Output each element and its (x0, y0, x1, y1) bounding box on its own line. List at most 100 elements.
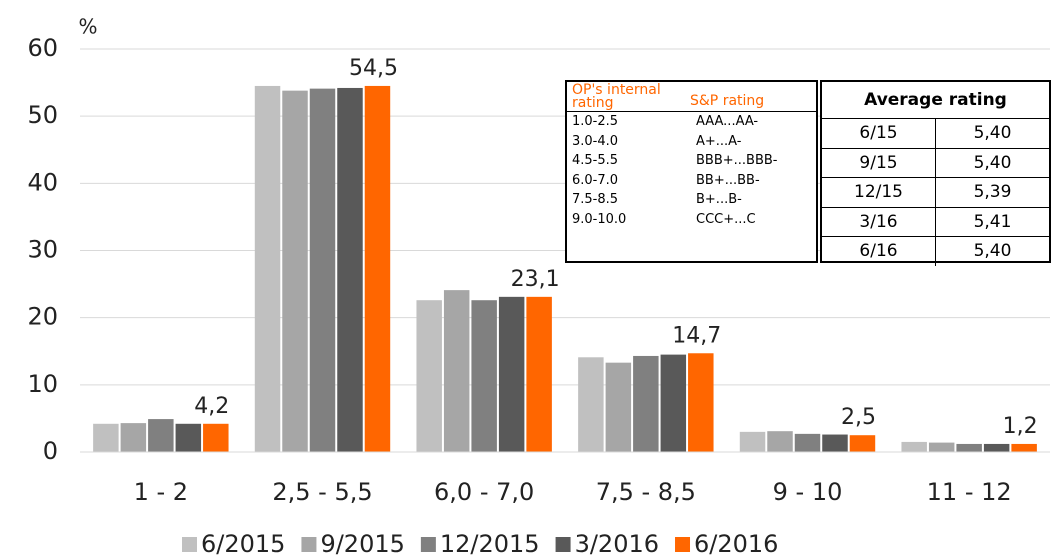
bar (688, 353, 714, 452)
legend-swatch (675, 537, 691, 552)
bar (526, 296, 552, 452)
bar (983, 443, 1010, 452)
table-cell: 1.0-2.5 (572, 114, 619, 130)
rating-scale-table: OP's internal rating S&P rating 1.0-2.5 AAA… (565, 80, 818, 263)
table-cell: 9/15 (822, 148, 936, 178)
y-axis-label: % (78, 15, 97, 39)
table-cell: 5,40 (973, 241, 1012, 262)
x-tick-label: 2,5 - 5,5 (272, 478, 372, 506)
table-row: 3/16 5,41 (822, 207, 1049, 238)
legend-swatch (420, 537, 436, 552)
legend-label: 6/2016 (694, 530, 778, 557)
y-tick-label: 30 (27, 236, 58, 264)
y-tick-label: 50 (27, 101, 58, 129)
x-tick-label: 6,0 - 7,0 (434, 478, 534, 506)
legend-label: 3/2016 (575, 530, 659, 557)
table-row: 7.5-8.5 B+...B- (567, 190, 816, 210)
data-label: 54,5 (349, 56, 398, 81)
bar (337, 87, 363, 452)
bar (901, 441, 927, 452)
x-tick-label: 7,5 - 8,5 (596, 478, 696, 506)
bar (822, 434, 848, 452)
table-cell: B+...B- (696, 192, 742, 208)
table-row: 6/16 5,40 (822, 237, 1049, 266)
y-tick-label: 40 (27, 168, 58, 196)
bar (120, 423, 147, 452)
bar (93, 423, 119, 452)
bar (605, 362, 632, 452)
table-cell: 7.5-8.5 (572, 192, 619, 208)
x-tick-label: 1 - 2 (134, 478, 188, 506)
bar (416, 300, 442, 452)
bar (364, 85, 391, 453)
table-cell: 9.0-10.0 (572, 211, 627, 227)
x-tick-label: 9 - 10 (773, 478, 843, 506)
table-cell: BBB+...BBB- (696, 153, 778, 169)
average-rating-table: Average rating 6/15 5,40 9/15 5,40 12/15 5,39 3… (820, 80, 1051, 266)
y-tick-label: 20 (27, 303, 58, 331)
y-tick-label: 10 (27, 370, 58, 398)
bar (633, 355, 659, 452)
table-row: 9/15 5,40 (822, 148, 1049, 179)
data-label: 1,2 (1003, 414, 1038, 439)
x-tick-label: 11 - 12 (927, 478, 1012, 506)
bar (1011, 443, 1037, 452)
table-cell: 6/15 (822, 119, 936, 148)
table-row: 9.0-10.0 CCC+...C (567, 210, 816, 230)
table-row: 3.0-4.0 A+...A- (567, 132, 816, 152)
table-cell: 5,41 (973, 211, 1012, 232)
bar (309, 88, 336, 453)
table-cell: 3.0-4.0 (572, 133, 619, 149)
table-row: 6/15 5,40 (822, 119, 1049, 149)
legend-label: 6/2015 (201, 530, 285, 557)
table-title: Average rating (822, 82, 1049, 119)
header-cell: OP's internal rating (572, 82, 661, 111)
y-tick-label: 0 (43, 437, 58, 465)
legend-label: 9/2015 (320, 530, 404, 557)
table-cell: 5,40 (973, 152, 1012, 173)
legend-swatch (182, 537, 197, 552)
legend-label: 12/2015 (440, 530, 540, 557)
bar (660, 354, 687, 452)
table-row: 4.5-5.5 BBB+...BBB- (567, 151, 816, 171)
table-cell: 4.5-5.5 (572, 153, 619, 169)
bar (148, 419, 174, 452)
y-tick-label: 60 (27, 34, 58, 62)
bar (849, 435, 876, 452)
legend-swatch (301, 537, 317, 552)
table-cell: BB+...BB- (696, 172, 760, 188)
bar (498, 296, 525, 452)
bar (471, 300, 497, 452)
table-cell: 5,39 (973, 182, 1012, 203)
table-cell: 3/16 (822, 207, 936, 237)
table-row: 6.0-7.0 BB+...BB- (567, 171, 816, 191)
data-label: 14,7 (672, 323, 721, 348)
legend-swatch (555, 537, 571, 552)
data-label: 4,2 (194, 394, 229, 419)
table-cell: 5,40 (973, 123, 1012, 143)
bar (956, 443, 982, 452)
table-cell: A+...A- (696, 133, 742, 149)
bar (794, 433, 821, 452)
bar (767, 431, 793, 452)
table-cell: AAA...AA- (696, 114, 759, 130)
bar (928, 442, 955, 452)
bar (203, 423, 229, 452)
bar (282, 90, 308, 452)
data-label: 2,5 (841, 405, 876, 430)
table-row: 12/15 5,39 (822, 178, 1049, 208)
bar (175, 423, 202, 452)
bar (739, 431, 766, 452)
bar (443, 290, 470, 452)
table-header: OP's internal rating S&P rating (567, 82, 816, 112)
table-cell: 6.0-7.0 (572, 172, 619, 188)
table-cell: 6/16 (822, 237, 936, 266)
bar (578, 357, 604, 452)
data-label: 23,1 (511, 267, 560, 292)
header-cell: S&P rating (690, 93, 765, 109)
table-cell: 12/15 (822, 178, 936, 207)
table-cell: CCC+...C (696, 211, 756, 227)
bar (254, 85, 281, 453)
